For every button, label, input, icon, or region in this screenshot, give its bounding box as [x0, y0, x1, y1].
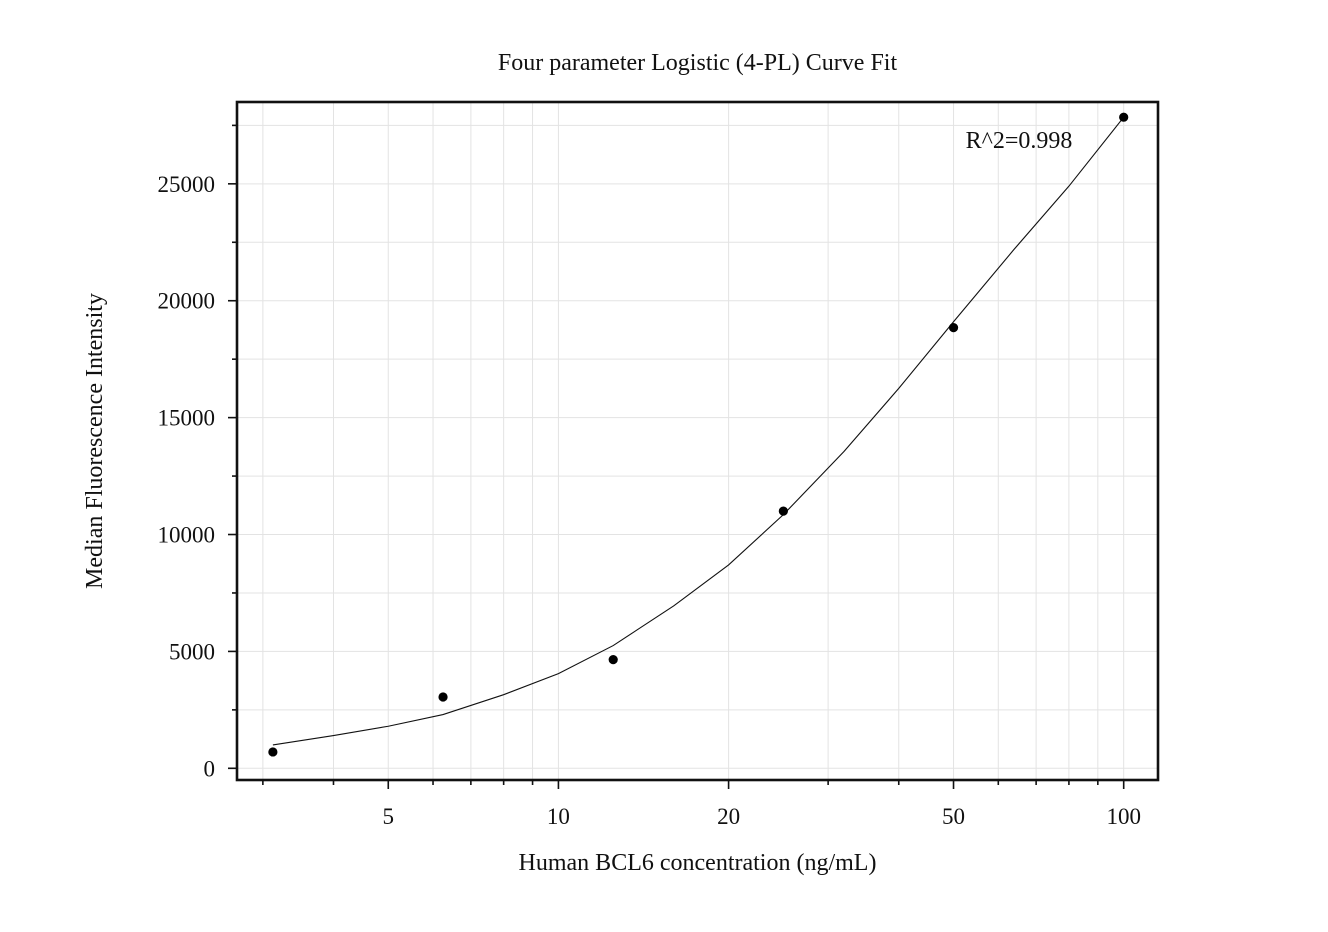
plot-frame: [235, 100, 1160, 782]
data-points: [268, 112, 1129, 757]
y-tick-label: 0: [204, 756, 216, 781]
y-tick-label: 15000: [158, 406, 216, 431]
data-point: [948, 323, 959, 333]
x-tick-label: 50: [942, 804, 965, 829]
y-tick-label: 10000: [158, 523, 216, 548]
data-point: [268, 747, 278, 757]
fit-curve-layer: [272, 116, 1125, 746]
data-point: [778, 506, 788, 516]
x-axis-title: Human BCL6 concentration (ng/mL): [519, 850, 877, 876]
x-tick-label: 20: [717, 804, 740, 829]
tick-labels: 5 10 20 50 100 0 5000 10000 15000 20000 25000: [158, 172, 1141, 829]
r-squared-annotation: R^2=0.998: [966, 128, 1073, 154]
y-tick-label: 20000: [158, 289, 216, 314]
x-tick-label: 5: [383, 804, 395, 829]
y-tick-label: 25000: [158, 172, 216, 197]
x-tick-label: 100: [1106, 804, 1141, 829]
y-axis-title: Median Fluorescence Intensity: [82, 293, 108, 589]
grid-lines: [237, 102, 1158, 780]
data-point: [1119, 112, 1129, 122]
chart-title: Four parameter Logistic (4-PL) Curve Fit: [498, 50, 898, 76]
axis-ticks: [228, 124, 1125, 789]
y-tick-label: 5000: [169, 639, 215, 664]
data-point: [608, 654, 618, 665]
data-point: [438, 692, 448, 702]
x-tick-label: 10: [547, 804, 570, 829]
fit-curve: [272, 116, 1125, 746]
